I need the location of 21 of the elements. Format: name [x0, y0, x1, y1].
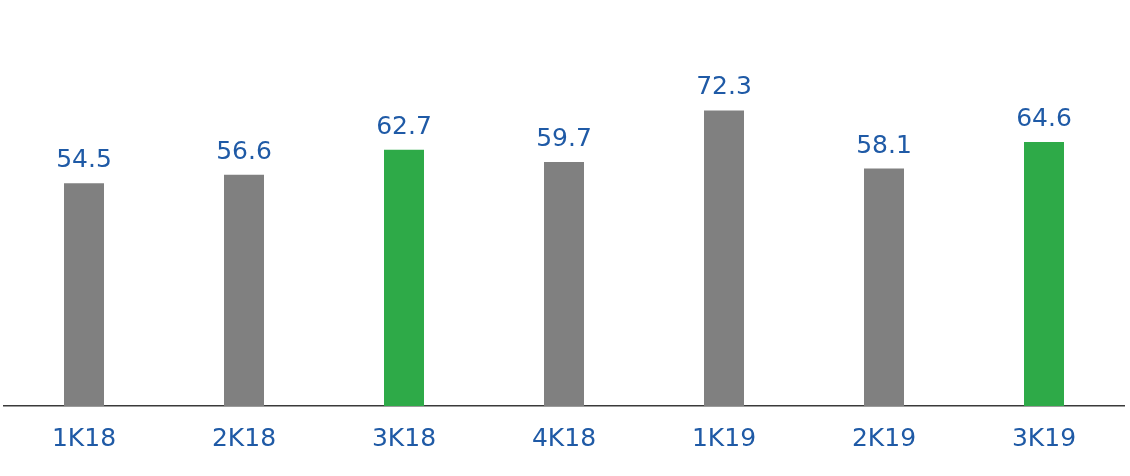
- x-tick-label: 1K18: [51, 422, 117, 452]
- data-label: 54.5: [56, 144, 112, 174]
- data-label: 58.1: [856, 129, 912, 159]
- bar: [64, 183, 104, 406]
- bar: [384, 149, 424, 406]
- x-tick-label: 2K19: [851, 422, 917, 452]
- data-label: 59.7: [536, 122, 592, 152]
- x-tick-label: 1K19: [691, 422, 757, 452]
- data-label: 72.3: [696, 71, 752, 101]
- x-tick-label: 4K18: [531, 422, 597, 452]
- x-tick-label: 2K18: [211, 422, 277, 452]
- x-tick-label: 3K18: [371, 422, 437, 452]
- bar: [864, 168, 904, 406]
- data-label: 64.6: [1016, 102, 1072, 132]
- x-tick-label: 3K19: [1011, 422, 1077, 452]
- data-label: 56.6: [216, 135, 272, 165]
- bar: [704, 110, 744, 406]
- data-label: 62.7: [376, 110, 432, 140]
- bar: [1024, 141, 1064, 406]
- bar: [544, 161, 584, 406]
- bar: [224, 174, 264, 406]
